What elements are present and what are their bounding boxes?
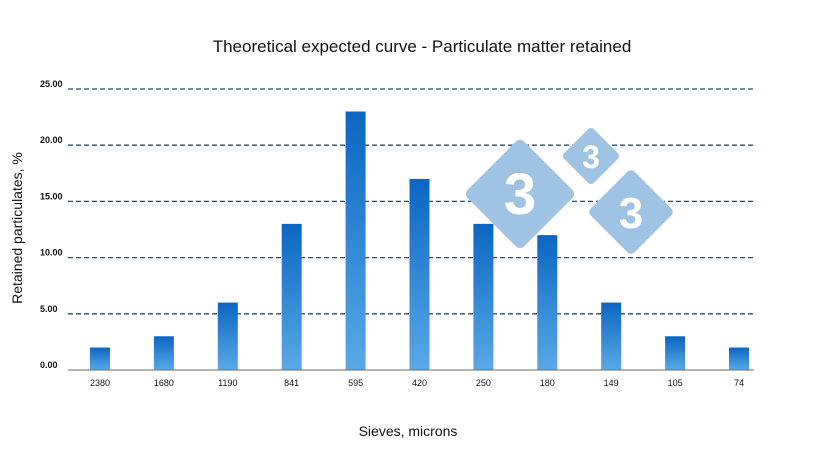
x-tick-labels: 2380 1680 1190 841 595 420 250 180 149 105 74: [90, 378, 744, 388]
bar-74: [729, 347, 749, 370]
y-tick-label: 10.00: [40, 248, 63, 258]
y-tick-label: 25.00: [40, 79, 63, 89]
bar-841: [281, 223, 302, 370]
x-tick-label: 420: [412, 378, 427, 388]
x-tick-label: 1680: [154, 378, 174, 388]
x-tick-label: 1190: [218, 378, 237, 388]
x-tick-label: 841: [284, 378, 299, 388]
x-axis-label: Sieves, microns: [359, 423, 458, 439]
chart-title: Theoretical expected curve - Particulate…: [213, 37, 632, 56]
y-tick-label: 5.00: [40, 304, 58, 314]
bar-595: [345, 111, 366, 370]
bar-149: [601, 302, 622, 370]
watermark-logo: 3 3 3: [465, 127, 673, 254]
x-tick-label: 250: [476, 378, 491, 388]
x-tick-label: 180: [540, 378, 555, 388]
x-tick-label: 105: [668, 378, 683, 388]
bars: [90, 111, 749, 370]
bar-105: [665, 336, 686, 370]
bar-180: [537, 235, 558, 370]
svg-text:3: 3: [582, 139, 600, 175]
svg-text:3: 3: [619, 189, 643, 238]
x-tick-label: 149: [604, 378, 619, 388]
bar-2380: [90, 347, 110, 370]
y-tick-label: 20.00: [40, 135, 63, 145]
y-tick-labels: 0.00 5.00 10.00 15.00 20.00 25.00: [40, 79, 63, 370]
bar-250: [473, 223, 494, 370]
svg-text:3: 3: [504, 162, 536, 227]
x-tick-label: 2380: [90, 378, 110, 388]
bar-1190: [217, 302, 238, 370]
y-tick-label: 15.00: [40, 191, 63, 201]
x-tick-label: 74: [734, 378, 744, 388]
x-tick-label: 595: [348, 378, 363, 388]
y-tick-label: 0.00: [40, 360, 58, 370]
bar-1680: [153, 336, 174, 370]
y-axis-label: Retained particulates, %: [9, 152, 25, 304]
bar-420: [409, 178, 430, 370]
